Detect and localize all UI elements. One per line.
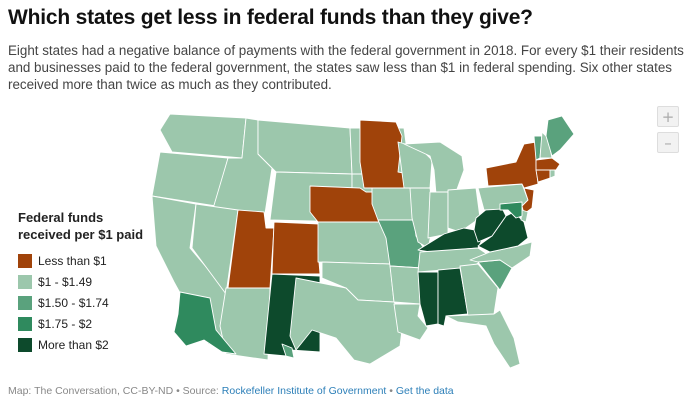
legend-title: Federal funds received per $1 paid: [18, 210, 144, 242]
state-in[interactable]: [427, 191, 449, 239]
legend-swatch: [18, 316, 32, 331]
state-ar[interactable]: [389, 265, 423, 305]
legend-item: $1.50 - $1.74: [18, 292, 158, 313]
legend-swatch: [18, 253, 32, 268]
state-ak[interactable]: [173, 291, 237, 355]
state-mt[interactable]: [257, 119, 353, 175]
footer-separator: •: [386, 385, 396, 397]
legend-swatch: [18, 337, 32, 352]
map-legend: Federal funds received per $1 paid Less …: [18, 209, 158, 355]
footer-credit: Map: The Conversation, CC-BY-ND • Source…: [8, 385, 222, 397]
legend-item: $1.75 - $2: [18, 313, 158, 334]
state-tx[interactable]: [289, 277, 405, 365]
legend-label: $1 - $1.49: [38, 274, 93, 289]
legend-item: $1 - $1.49: [18, 271, 158, 292]
map-footer: Map: The Conversation, CC-BY-ND • Source…: [8, 385, 454, 397]
state-me[interactable]: [545, 115, 575, 157]
state-ny[interactable]: [485, 141, 539, 189]
legend-item: Less than $1: [18, 250, 158, 271]
legend-swatch: [18, 295, 32, 310]
legend-label: $1.50 - $1.74: [38, 295, 109, 310]
source-link[interactable]: Rockefeller Institute of Government: [221, 385, 387, 397]
state-hi[interactable]: [281, 343, 295, 359]
us-choropleth-map[interactable]: [0, 92, 696, 382]
legend-item: More than $2: [18, 334, 158, 355]
state-co[interactable]: [271, 221, 321, 275]
legend-label: More than $2: [38, 337, 109, 352]
zoom-out-button[interactable]: –: [657, 132, 679, 153]
state-ma[interactable]: [535, 157, 561, 171]
map-title: Which states get less in federal funds t…: [8, 6, 533, 29]
get-data-link[interactable]: Get the data: [395, 385, 454, 397]
legend-swatch: [18, 274, 32, 289]
state-az[interactable]: [219, 287, 271, 361]
legend-label: Less than $1: [38, 253, 107, 268]
state-ks[interactable]: [317, 221, 391, 265]
zoom-in-button[interactable]: +: [657, 106, 679, 127]
state-ms[interactable]: [417, 271, 439, 327]
state-ga[interactable]: [459, 263, 499, 317]
map-subtitle: Eight states had a negative balance of p…: [8, 43, 684, 92]
state-oh[interactable]: [447, 187, 481, 233]
state-wa[interactable]: [159, 113, 247, 159]
state-md[interactable]: [499, 201, 523, 219]
legend-label: $1.75 - $2: [38, 316, 93, 331]
state-fl[interactable]: [445, 309, 521, 369]
